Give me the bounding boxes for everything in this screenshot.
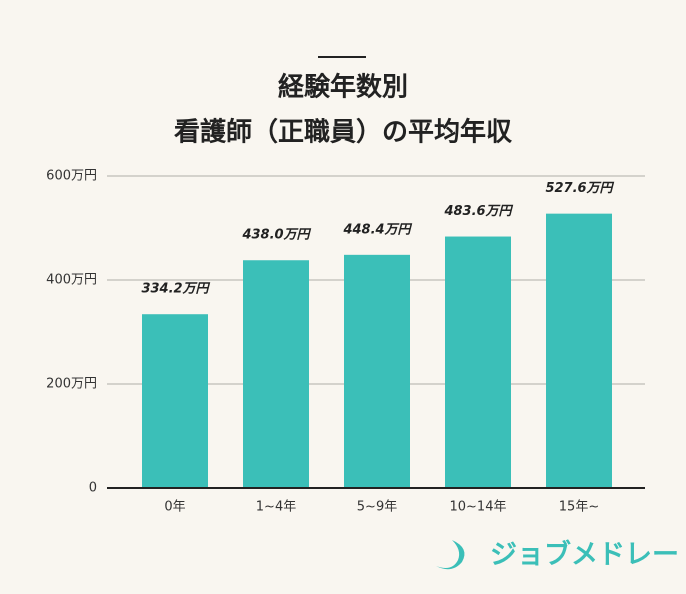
value-label: 438.0万円 — [241, 228, 311, 243]
value-label: 527.6万円 — [545, 181, 614, 196]
chart-title: 経験年数別 — [278, 72, 408, 103]
logo-icon — [436, 540, 465, 570]
chart-title: 看護師（正職員）の平均年収 — [174, 117, 513, 148]
logo: ジョブメドレー — [436, 539, 679, 571]
bar — [142, 314, 208, 488]
x-tick-label: 15年~ — [559, 500, 599, 515]
y-tick-label: 0 — [89, 481, 97, 496]
bar — [445, 236, 511, 488]
bar — [546, 213, 612, 488]
x-tick-label: 0年 — [164, 500, 185, 515]
y-tick-label: 600万円 — [46, 169, 97, 184]
x-tick-label: 5~9年 — [357, 500, 397, 515]
x-tick-label: 1~4年 — [256, 500, 296, 515]
logo-text: ジョブメドレー — [490, 539, 679, 571]
bar — [243, 260, 309, 488]
y-tick-label: 400万円 — [46, 273, 97, 288]
value-label: 448.4万円 — [342, 222, 412, 237]
bar — [344, 254, 410, 488]
y-tick-label: 200万円 — [46, 377, 97, 392]
value-label: 334.2万円 — [141, 282, 210, 297]
x-tick-label: 10~14年 — [450, 500, 507, 515]
value-label: 483.6万円 — [443, 204, 513, 219]
